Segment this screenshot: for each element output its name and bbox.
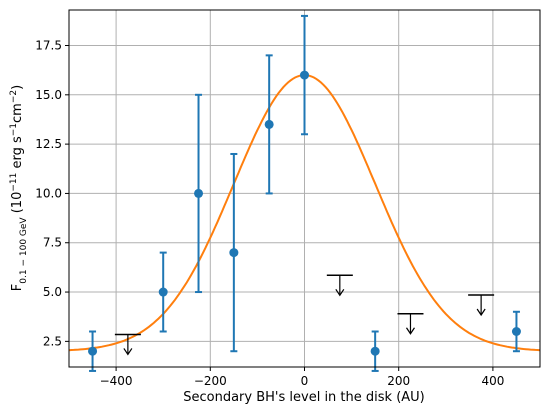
data-point [264,119,274,129]
x-tick-label: −200 [194,374,227,388]
y-tick-label: 17.5 [35,39,62,53]
upper-limit-arrowhead [123,348,133,356]
data-point [158,287,168,297]
x-tick-label: −400 [100,374,133,388]
x-tick-label: 200 [387,374,410,388]
y-tick-label: 2.5 [43,334,62,348]
data-point [229,248,239,258]
data-point [88,346,98,356]
upper-limit-arrowhead [476,308,486,317]
y-tick-label: 10.0 [35,186,62,200]
data-point [194,188,204,198]
x-axis-label: Secondary BH's level in the disk (AU) [183,390,425,405]
x-tick-label: 0 [301,374,309,388]
y-tick-label: 15.0 [35,88,62,102]
upper-limit-arrowhead [335,288,345,297]
upper-limit-arrowhead [405,327,415,335]
x-tick-label: 400 [481,374,504,388]
y-tick-label: 12.5 [35,137,62,151]
data-points-layer [88,14,521,372]
y-axis-label: F0.1 − 100 GeV (10−11 erg s−1cm−2) [9,85,29,291]
y-tick-label: 5.0 [43,285,62,299]
x-axis-ticks: −400 −200 0 200 400 [100,367,504,388]
upper-limits-layer [114,274,495,356]
data-point [511,326,521,336]
y-axis-ticks: 2.5 5.0 7.5 10.0 12.5 15.0 17.5 [35,39,69,348]
y-tick-label: 7.5 [43,236,62,250]
data-point [370,346,380,356]
data-point [300,70,309,80]
